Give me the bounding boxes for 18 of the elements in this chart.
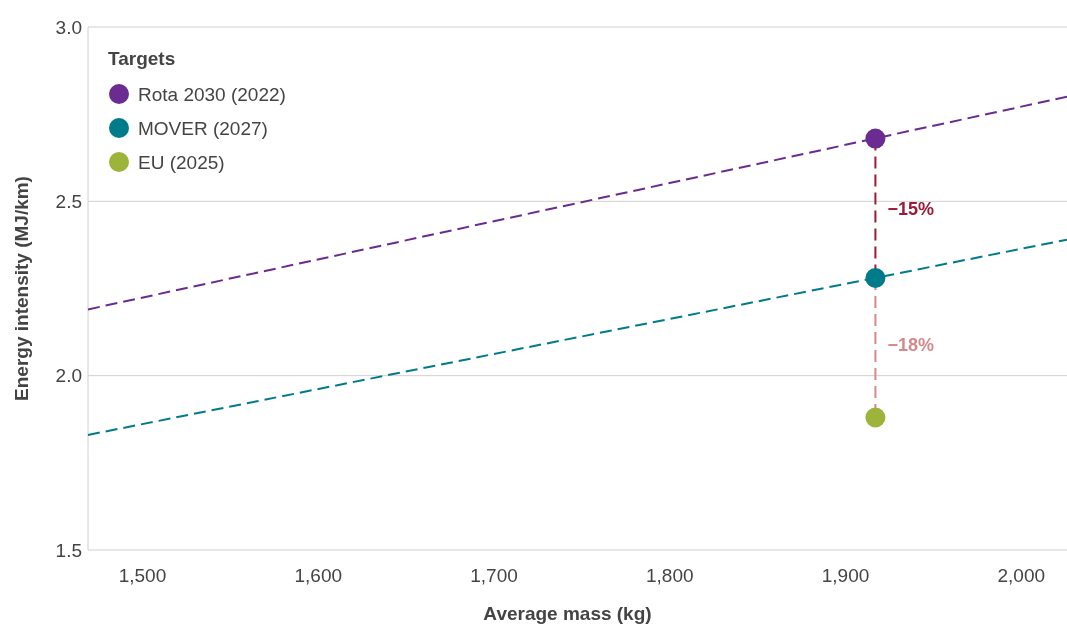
y-tick-label: 1.5 — [55, 539, 82, 561]
annotation: −15% — [887, 198, 934, 219]
x-tick-label: 1,800 — [646, 565, 694, 586]
legend-label: MOVER (2027) — [138, 117, 268, 139]
y-tick-label: 3.0 — [55, 16, 82, 38]
legend-label: Rota 2030 (2022) — [138, 83, 286, 105]
y-tick-label: 2.5 — [55, 190, 82, 212]
y-axis-title: Energy intensity (MJ/km) — [11, 176, 32, 401]
x-tick-label: 2,000 — [997, 565, 1046, 586]
annotation: −18% — [887, 334, 934, 355]
x-tick-label: 1,600 — [294, 565, 343, 586]
legend-title: Targets — [108, 47, 176, 69]
x-tick-label: 1,900 — [821, 565, 870, 586]
x-tick-label: 1,700 — [470, 565, 518, 586]
x-axis-title: Average mass (kg) — [483, 603, 652, 624]
legend-label: EU (2025) — [138, 151, 225, 173]
y-tick-label: 2.0 — [55, 365, 82, 387]
x-tick-label: 1,500 — [118, 565, 167, 586]
